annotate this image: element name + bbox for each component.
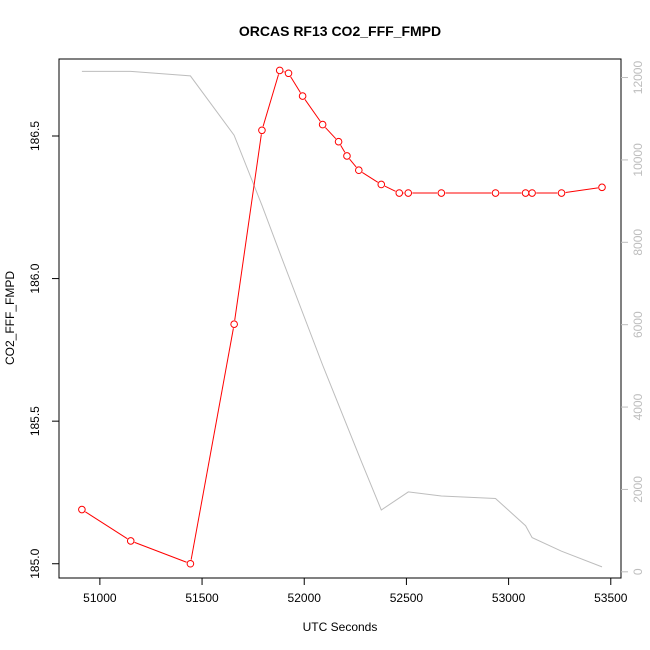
y-axis-right: 0 2000 4000 6000 8000 10000 12000 — [621, 61, 645, 575]
primary-series-point — [491, 189, 500, 197]
primary-series-segment — [190, 328, 234, 560]
y-axis-left: 185.0 185.5 186.0 186.5 — [28, 121, 59, 579]
y2-tick-label: 4000 — [631, 393, 645, 420]
primary-series-segment — [134, 541, 187, 563]
y-tick-label: 186.5 — [28, 121, 42, 151]
primary-series-segment — [290, 76, 301, 93]
primary-series-segment — [85, 511, 128, 540]
y-tick-label: 186.0 — [28, 263, 42, 293]
x-tick-label: 51000 — [83, 591, 117, 605]
primary-series-point — [343, 152, 351, 160]
primary-series-point — [395, 189, 404, 197]
primary-series-point — [521, 189, 530, 197]
primary-series-point — [78, 505, 86, 514]
y-axis-label: CO2_FFF_FMPD — [3, 271, 17, 365]
primary-series-segment — [340, 144, 346, 153]
x-tick-label: 53000 — [492, 591, 526, 605]
primary-series-point — [284, 69, 293, 78]
primary-series — [78, 66, 606, 568]
x-tick-label: 53500 — [594, 591, 628, 605]
primary-series-segment — [384, 185, 396, 192]
y2-tick-label: 2000 — [631, 476, 645, 503]
primary-series-point — [377, 180, 386, 189]
x-tick-label: 52500 — [390, 591, 424, 605]
primary-series-point — [126, 537, 135, 545]
x-tick-label: 52000 — [288, 591, 322, 605]
primary-series-point — [186, 559, 195, 568]
x-axis-label: UTC Seconds — [303, 620, 378, 634]
y-tick-label: 185.5 — [28, 406, 42, 436]
y2-tick-label: 8000 — [631, 229, 645, 256]
primary-series-point — [355, 166, 363, 175]
primary-series-point — [528, 189, 536, 197]
x-axis: 51000 51500 52000 52500 53000 53500 — [83, 578, 628, 605]
primary-series-segment — [262, 74, 280, 127]
primary-series-point — [258, 126, 266, 135]
primary-series-segment — [349, 158, 357, 168]
y-tick-label: 185.0 — [28, 548, 42, 578]
primary-series-point — [437, 189, 446, 197]
primary-series-point — [598, 183, 606, 192]
primary-series-point — [404, 189, 413, 197]
primary-series-segment — [565, 187, 599, 193]
primary-series-segment — [304, 99, 321, 122]
plot-frame — [58, 58, 622, 579]
y2-tick-label: 0 — [631, 568, 645, 575]
y2-tick-label: 12000 — [631, 61, 645, 95]
primary-series-point — [334, 137, 343, 146]
primary-series-point — [298, 92, 307, 100]
primary-series-segment — [325, 127, 337, 140]
chart-title: ORCAS RF13 CO2_FFF_FMPD — [239, 23, 441, 39]
secondary-series — [81, 70, 603, 568]
primary-series-point — [557, 189, 566, 197]
primary-series-point — [275, 66, 284, 75]
primary-series-segment — [361, 171, 379, 183]
x-tick-label: 51500 — [185, 591, 219, 605]
primary-series-point — [318, 120, 327, 129]
primary-series-segment — [234, 134, 262, 321]
primary-series-point — [230, 320, 238, 329]
y2-tick-label: 6000 — [631, 311, 645, 338]
y2-tick-label: 10000 — [631, 143, 645, 177]
secondary-series-line — [81, 70, 603, 568]
